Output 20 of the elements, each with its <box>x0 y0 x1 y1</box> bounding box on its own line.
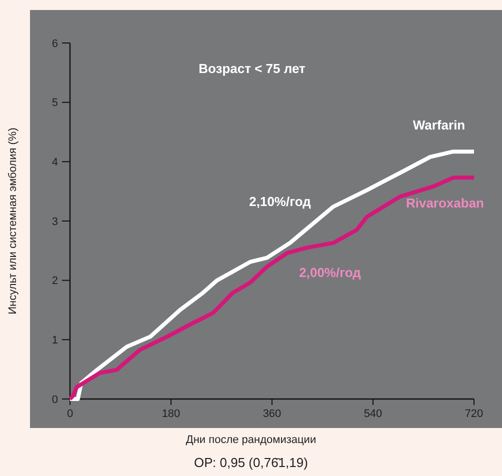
y-tick-label: 3 <box>52 216 58 228</box>
x-tick-label: 540 <box>364 408 382 420</box>
y-axis-title: Инсульт или системная эмболия (%) <box>7 128 19 314</box>
y-tick-label: 0 <box>52 394 58 406</box>
text: Возраст < 75 лет <box>198 61 306 76</box>
x-axis-title: Дни после рандомизации <box>186 434 316 446</box>
text: ОР: 0,95 (0,76̄1,19) <box>194 455 308 470</box>
x-tick-label: 180 <box>162 408 180 420</box>
annotation: 2,10%/год <box>249 194 312 209</box>
y-tick-label: 2 <box>52 275 58 288</box>
annotation: 2,00%/год <box>299 265 362 280</box>
series-label: Rivaroxaban <box>406 196 484 211</box>
x-tick-label: 720 <box>464 408 484 420</box>
x-tick-label: 0 <box>66 408 74 420</box>
y-tick-label: 6 <box>52 38 58 50</box>
x-tick-label: 360 <box>262 408 282 420</box>
series-label: Warfarin <box>412 118 466 133</box>
y-tick-label: 4 <box>52 156 58 169</box>
y-tick-label: 1 <box>52 334 58 347</box>
y-tick-label: 5 <box>52 97 58 110</box>
